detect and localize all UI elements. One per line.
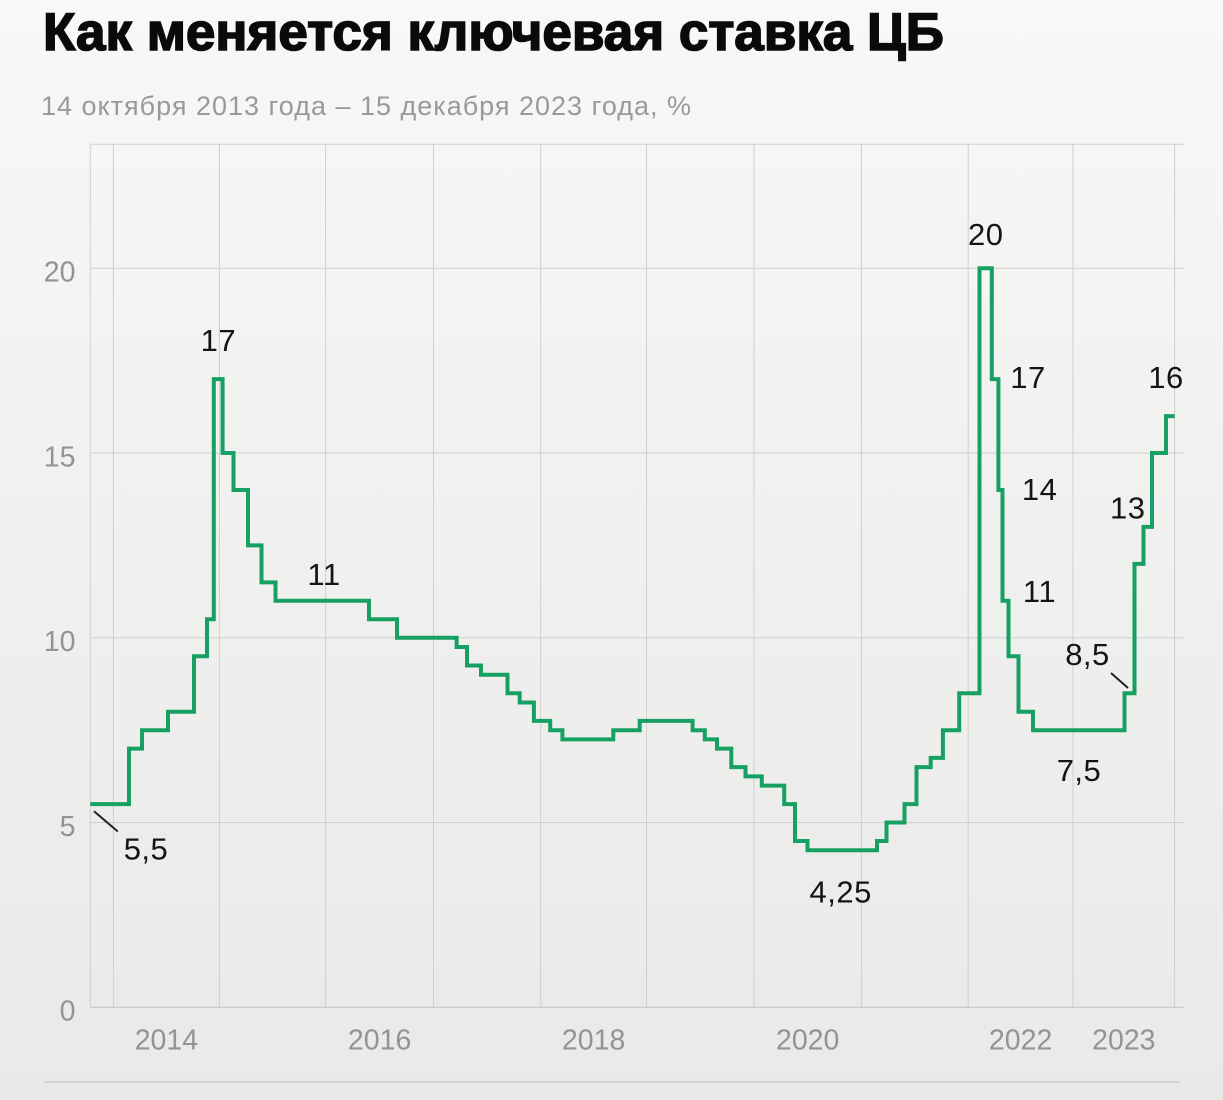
svg-text:20: 20: [968, 217, 1003, 252]
svg-text:11: 11: [1023, 574, 1056, 609]
svg-text:2022: 2022: [989, 1024, 1052, 1056]
svg-text:7,5: 7,5: [1057, 753, 1102, 788]
svg-text:0: 0: [60, 996, 76, 1028]
svg-text:11: 11: [307, 557, 340, 592]
svg-text:2020: 2020: [776, 1024, 839, 1056]
svg-text:20: 20: [44, 257, 76, 289]
svg-text:2018: 2018: [562, 1024, 625, 1056]
svg-text:16: 16: [1148, 360, 1183, 395]
svg-text:2016: 2016: [348, 1024, 411, 1056]
svg-text:5,5: 5,5: [124, 832, 169, 867]
svg-text:17: 17: [1010, 360, 1045, 395]
svg-text:10: 10: [44, 626, 76, 658]
svg-text:15: 15: [44, 441, 76, 473]
svg-text:13: 13: [1110, 490, 1145, 525]
svg-text:5: 5: [60, 811, 76, 843]
svg-text:2023: 2023: [1092, 1024, 1155, 1056]
svg-text:14: 14: [1022, 472, 1057, 507]
svg-text:2014: 2014: [135, 1024, 199, 1056]
svg-text:17: 17: [201, 323, 236, 358]
svg-text:8,5: 8,5: [1065, 637, 1110, 672]
svg-text:4,25: 4,25: [810, 875, 872, 910]
